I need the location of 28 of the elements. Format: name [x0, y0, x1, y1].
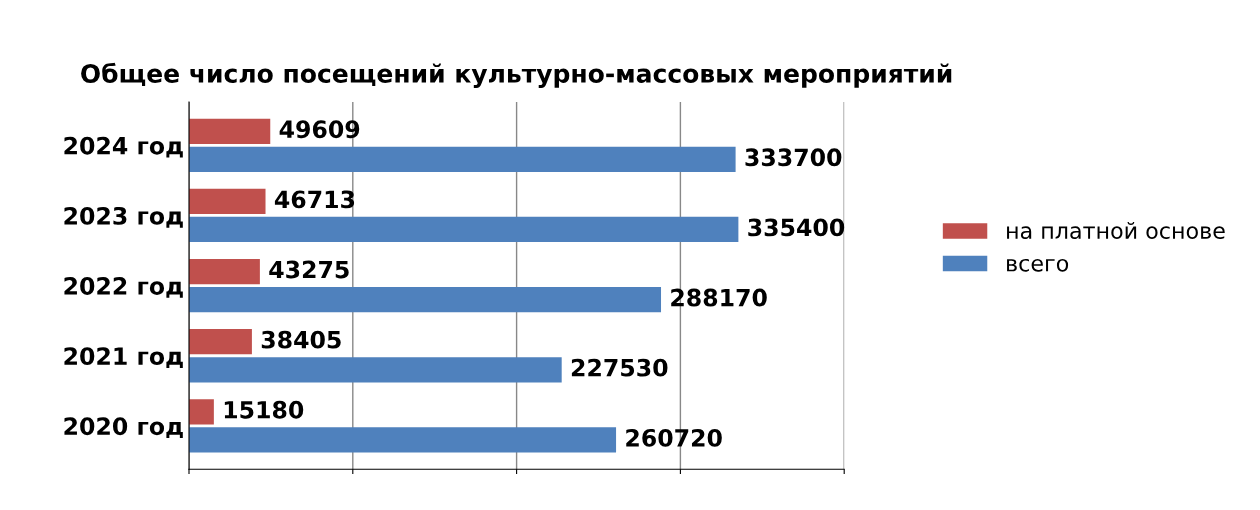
y-tick-label: 2021 год [64, 347, 183, 368]
legend-label: на платной основе [1007, 221, 1225, 240]
y-tick-label: 2024 год [64, 136, 183, 158]
data-label: 260720 [626, 428, 722, 447]
data-label: 335400 [748, 218, 845, 237]
data-label: 288170 [671, 288, 767, 307]
chart-title: Общее число посещений культурно-массовых мероприятий [81, 62, 952, 88]
bar [189, 427, 617, 453]
bar [189, 118, 271, 144]
data-label: 43275 [269, 260, 349, 279]
bar [189, 216, 739, 243]
y-tick-label: 2022 год [64, 277, 183, 298]
bar [189, 258, 260, 285]
data-label: 15180 [224, 400, 304, 419]
data-label: 38405 [261, 330, 341, 349]
data-label: 227530 [571, 358, 668, 377]
data-label: 49609 [279, 120, 360, 139]
bar [189, 287, 662, 313]
y-tick-label: 2023 год [64, 206, 183, 228]
bar [189, 329, 252, 355]
bar [189, 146, 736, 172]
y-tick-label: 2020 год [64, 417, 183, 439]
data-label: 46713 [274, 190, 355, 209]
bar [189, 357, 562, 383]
legend-label: всего [1007, 258, 1069, 272]
data-label: 333700 [745, 148, 842, 167]
bar [189, 399, 214, 425]
bar [189, 188, 266, 215]
